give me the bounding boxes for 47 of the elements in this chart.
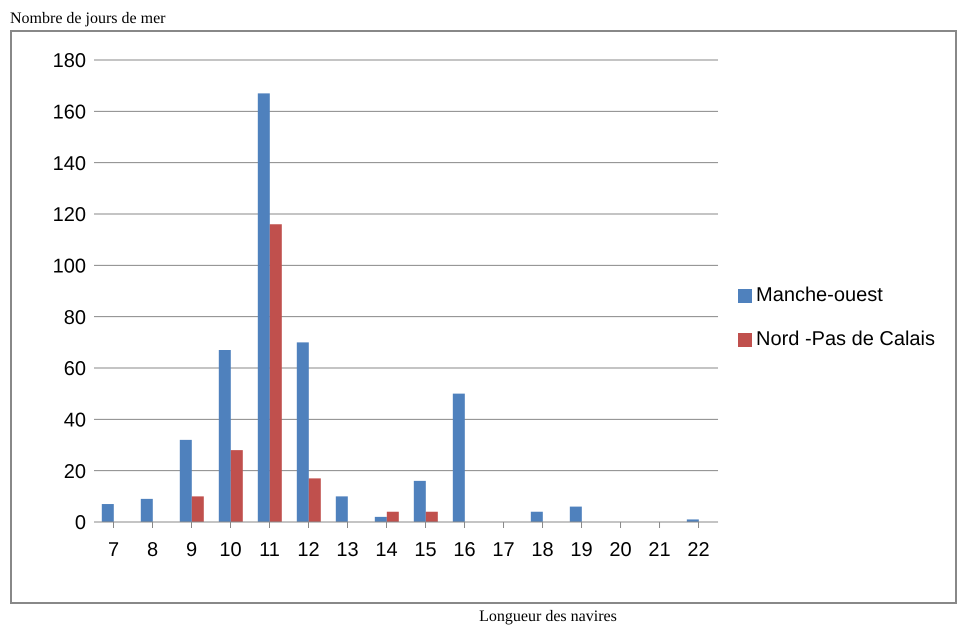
x-tick-label: 13 [336,539,359,562]
chart-title: Nombre de jours de mer [10,9,167,29]
bar [102,504,114,522]
bar [230,450,243,522]
bar [180,440,192,522]
bar [296,342,309,522]
bar [270,224,282,522]
x-tick-label: 9 [186,539,198,562]
y-tick-label: 140 [52,152,86,175]
x-tick-label: 8 [146,539,158,562]
x-tick-label: 7 [108,539,120,562]
x-tick-label: 11 [259,539,280,562]
bar [336,496,348,522]
x-axis-title: Longueur des navires [478,608,618,626]
legend-label: Manche-ouest [756,284,883,306]
bar [452,394,465,522]
x-tick-label: 17 [492,539,515,562]
x-tick-label: 16 [453,539,476,562]
bar [140,498,153,522]
y-tick-label: 0 [74,512,86,534]
y-tick-label: 80 [64,306,86,329]
x-tick-label: 19 [570,539,593,562]
bar [414,480,426,522]
x-tick-label: 22 [687,539,710,562]
bar [386,512,399,522]
bar [308,478,321,522]
x-tick-label: 15 [414,539,437,562]
bar [258,93,270,522]
y-tick-label: 40 [64,409,86,432]
bar [426,512,438,522]
x-tick-label: 12 [297,539,320,562]
y-tick-label: 160 [52,101,86,124]
y-tick-label: 180 [52,50,86,72]
x-tick-label: 14 [375,539,398,562]
x-tick-label: 20 [609,539,632,562]
bar [218,350,231,522]
bar [570,506,582,522]
x-tick-label: 18 [531,539,554,562]
bar [192,496,204,522]
x-tick-label: 10 [219,539,242,562]
bar [530,512,543,522]
y-tick-label: 120 [52,204,86,226]
x-tick-label: 21 [648,539,671,562]
y-tick-label: 100 [52,255,86,278]
legend-label: Nord -Pas de Calais [756,328,935,350]
y-tick-label: 60 [64,358,86,380]
y-tick-label: 20 [64,460,86,483]
